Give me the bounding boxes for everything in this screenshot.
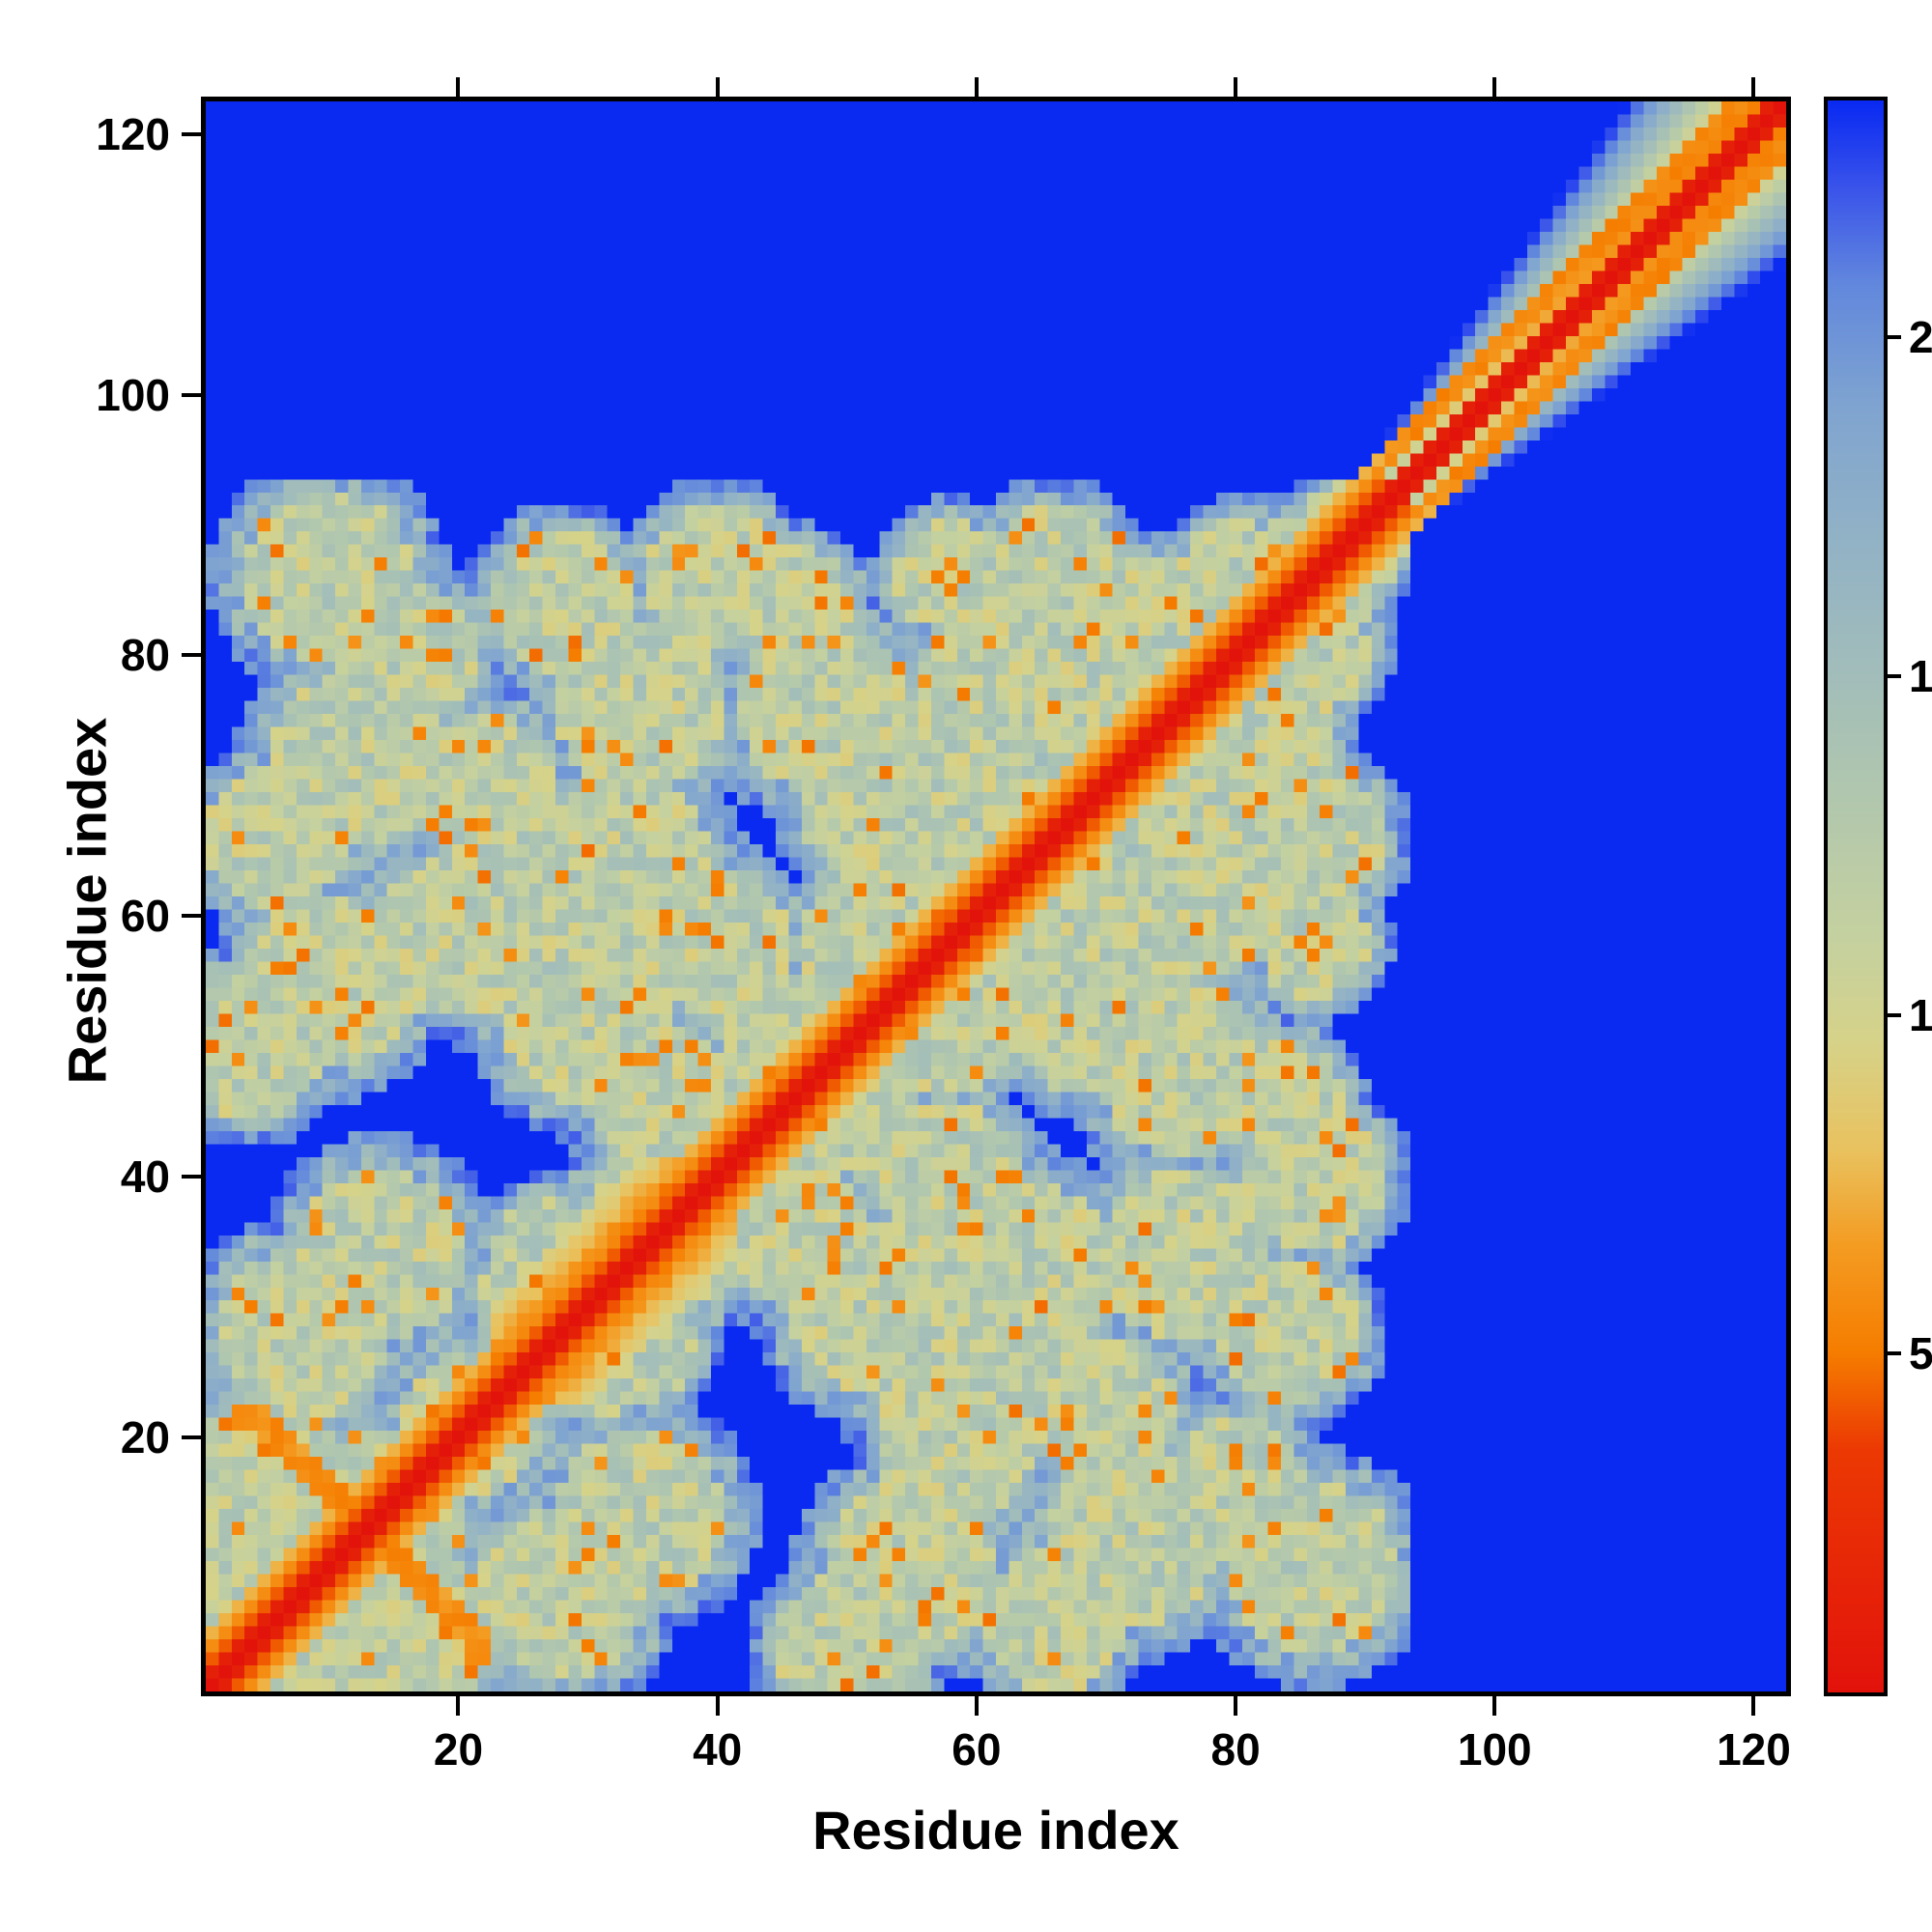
y-tick-mark <box>182 131 201 136</box>
colorbar-tick-label: 5 <box>1909 1328 1932 1379</box>
colorbar-tick-label: 15 <box>1909 651 1932 702</box>
x-tick-label: 40 <box>693 1724 743 1775</box>
x-tick-mark <box>456 1696 461 1716</box>
y-tick-mark <box>182 914 201 919</box>
x-tick-mark <box>974 1696 979 1716</box>
x-tick-mark-top <box>1492 77 1497 97</box>
x-tick-mark-top <box>715 77 720 97</box>
x-tick-mark <box>1234 1696 1238 1716</box>
y-tick-label: 60 <box>120 891 170 942</box>
y-tick-label: 20 <box>120 1411 170 1463</box>
x-tick-mark <box>1751 1696 1756 1716</box>
y-tick-label: 100 <box>96 369 170 420</box>
colorbar <box>1824 97 1888 1696</box>
y-tick-mark <box>182 1175 201 1179</box>
x-tick-label: 60 <box>952 1724 1002 1775</box>
colorbar-tick-mark <box>1888 1351 1901 1356</box>
colorbar-tick-mark <box>1888 335 1901 340</box>
x-tick-mark-top <box>1234 77 1238 97</box>
x-tick-label: 20 <box>433 1724 484 1775</box>
x-tick-mark-top <box>1751 77 1756 97</box>
x-tick-mark-top <box>974 77 979 97</box>
x-tick-label: 120 <box>1717 1724 1791 1775</box>
y-tick-label: 40 <box>120 1151 170 1203</box>
x-tick-mark-top <box>456 77 461 97</box>
y-tick-mark <box>182 1435 201 1439</box>
y-tick-label: 80 <box>120 630 170 681</box>
colorbar-tick-mark <box>1888 1012 1901 1017</box>
x-tick-label: 100 <box>1457 1724 1532 1775</box>
y-tick-mark <box>182 653 201 658</box>
colorbar-canvas <box>1828 100 1884 1692</box>
colorbar-tick-mark <box>1888 674 1901 679</box>
x-tick-mark <box>1492 1696 1497 1716</box>
colorbar-tick-label: 10 <box>1909 989 1932 1040</box>
x-axis-title: Residue index <box>812 1800 1179 1861</box>
heatmap-canvas <box>206 101 1786 1691</box>
colorbar-tick-label: 20 <box>1909 312 1932 363</box>
y-tick-label: 120 <box>96 108 170 159</box>
heatmap-plot <box>201 97 1791 1696</box>
x-tick-mark <box>715 1696 720 1716</box>
y-tick-mark <box>182 392 201 397</box>
x-tick-label: 80 <box>1210 1724 1261 1775</box>
